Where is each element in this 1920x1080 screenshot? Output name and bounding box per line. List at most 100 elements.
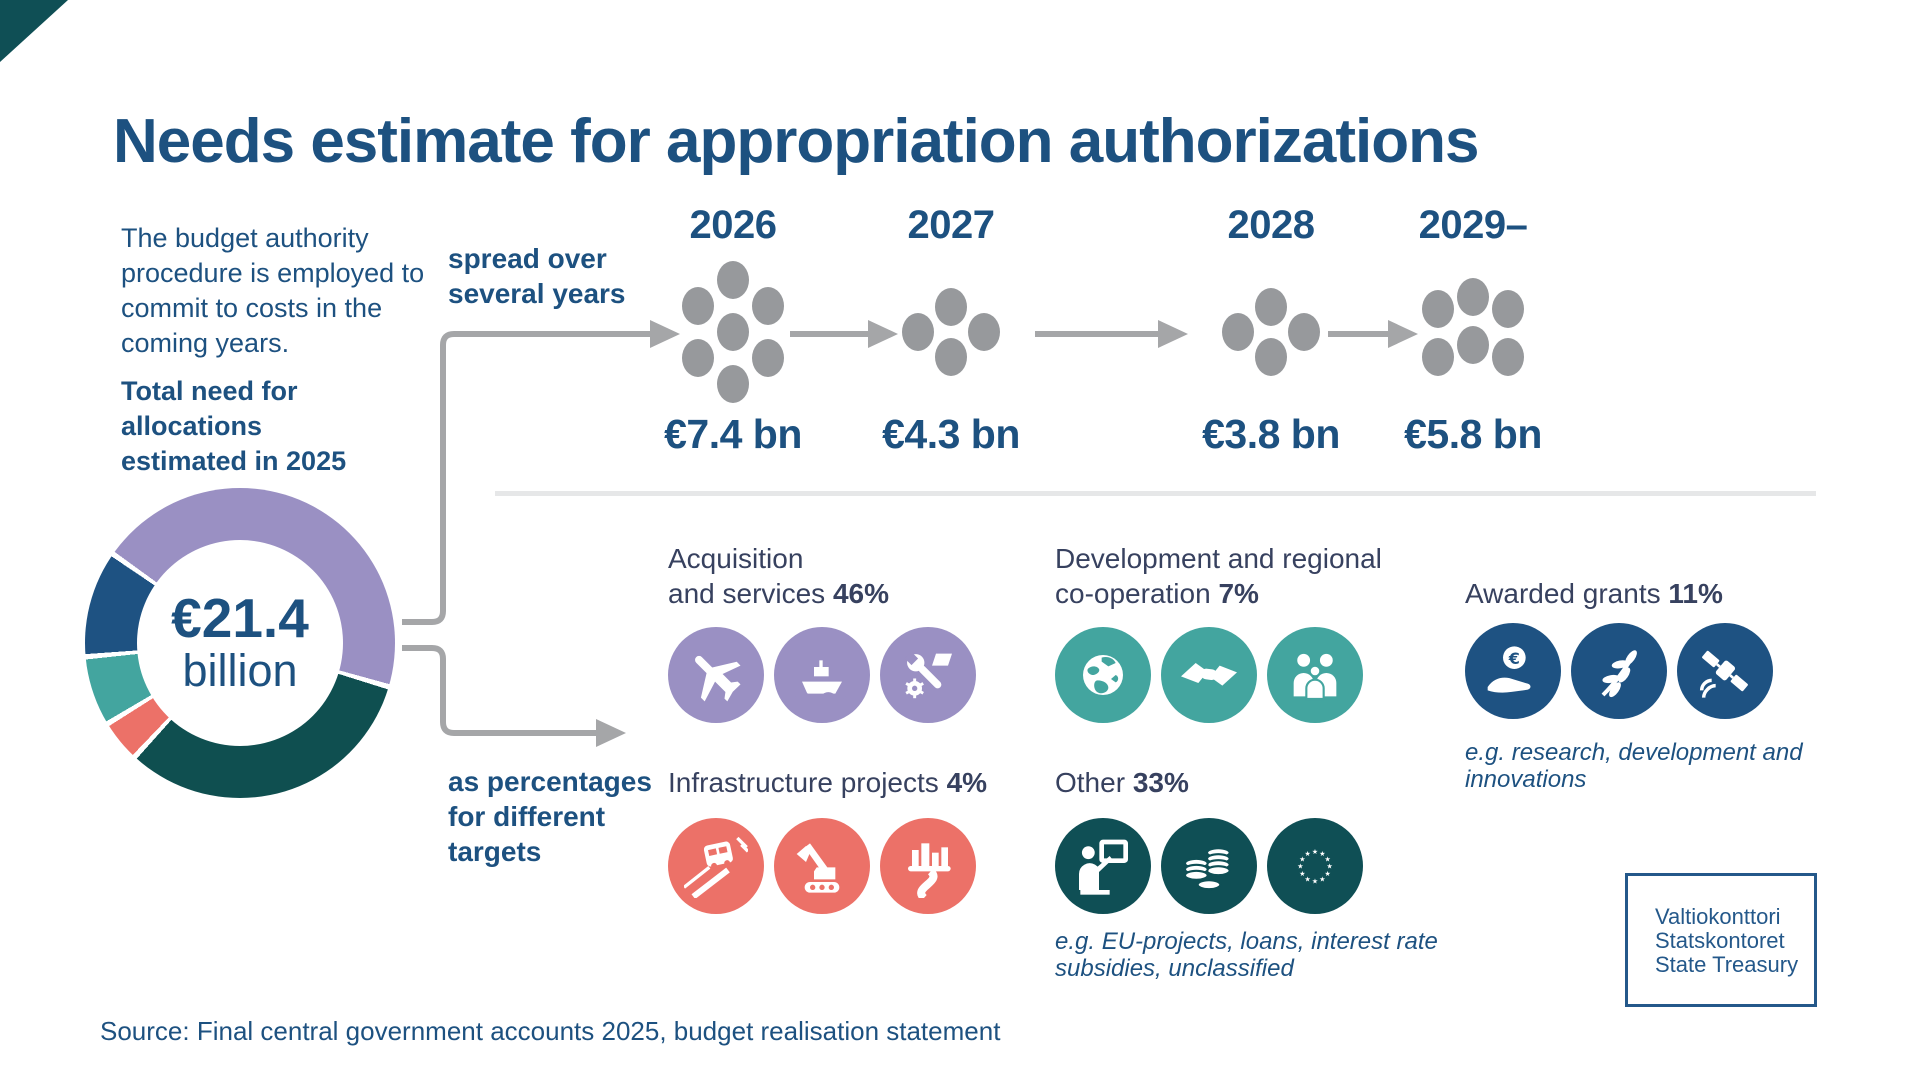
dot <box>682 339 714 377</box>
transit-road-icon <box>668 818 764 914</box>
category-development: Development and regional co-operation 7% <box>1055 541 1382 723</box>
category-icons: ★ ★ ★ ★ ★ ★ ★ ★ ★ ★ ★ ★ <box>1055 818 1495 914</box>
dot <box>717 313 749 351</box>
dot <box>1422 290 1454 328</box>
year-label: 2029– <box>1418 203 1528 247</box>
svg-text:★: ★ <box>1312 848 1318 856</box>
arrowhead-icon <box>1388 320 1418 348</box>
flow-label-percentages: as percentages for different targets <box>448 764 652 869</box>
amount-label: €4.3 bn <box>882 411 1020 457</box>
arrowhead-icon <box>868 320 898 348</box>
logo-line: State Treasury <box>1655 952 1799 977</box>
svg-text:★: ★ <box>1297 863 1303 871</box>
donut-chart: €21.4 billion <box>85 488 395 798</box>
category-title: Acquisition and services 46% <box>668 543 890 609</box>
donut-center-value: €21.4 <box>171 587 309 649</box>
svg-text:★: ★ <box>1312 877 1318 885</box>
intro-paragraph: The budget authority procedure is employ… <box>121 223 425 358</box>
corner-accent-triangle <box>0 0 68 62</box>
flow-label-line: for different <box>448 801 606 832</box>
dot <box>752 287 784 325</box>
flow-label-line: as percentages <box>448 766 652 797</box>
year-label: 2028 <box>1227 203 1315 247</box>
category-infrastructure: Infrastructure projects 4% <box>668 765 987 914</box>
dot <box>1457 278 1489 316</box>
globe-icon <box>1055 627 1151 723</box>
dot <box>682 287 714 325</box>
elbow-arrow-up <box>402 331 650 625</box>
svg-text:★: ★ <box>1325 855 1331 863</box>
year-label: 2027 <box>907 203 995 247</box>
arrowhead-icon <box>596 719 626 747</box>
category-grants: Awarded grants 11% € <box>1465 576 1810 793</box>
page-title: Needs estimate for appropriation authori… <box>113 106 1479 176</box>
intro-emphasis: Total need for allocations estimated in … <box>121 376 347 476</box>
flow-label-line: targets <box>448 836 542 867</box>
amount-label: €5.8 bn <box>1404 411 1542 457</box>
dot <box>1492 290 1524 328</box>
category-title: Awarded grants 11% <box>1465 578 1723 609</box>
category-icons: € <box>1465 623 1810 719</box>
svg-text:★: ★ <box>1327 863 1333 871</box>
dot <box>1288 313 1320 351</box>
category-title: Infrastructure projects 4% <box>668 767 988 798</box>
section-divider <box>495 491 1816 496</box>
dot <box>935 288 967 326</box>
dot <box>1422 338 1454 376</box>
satellite-icon <box>1677 623 1773 719</box>
dot <box>717 365 749 403</box>
amount-label: €7.4 bn <box>664 411 802 457</box>
category-title: Other 33% <box>1055 767 1189 798</box>
flow-label-line: spread over <box>448 243 607 274</box>
dot <box>1492 338 1524 376</box>
dot <box>1222 313 1254 351</box>
category-other: Other 33% <box>1055 765 1495 982</box>
amount-label: €3.8 bn <box>1202 411 1340 457</box>
elbow-arrow-down <box>402 645 596 736</box>
maintenance-tools-icon <box>880 627 976 723</box>
category-icons <box>668 818 987 914</box>
dot <box>968 313 1000 351</box>
excavator-icon <box>774 818 870 914</box>
svg-text:★: ★ <box>1299 870 1305 878</box>
dot <box>752 339 784 377</box>
donut-center: €21.4 billion <box>137 540 343 746</box>
dot <box>1457 326 1489 364</box>
category-note: e.g. EU-projects, loans, interest rate s… <box>1055 928 1438 982</box>
dot <box>1255 338 1287 376</box>
arrowhead-icon <box>650 320 680 348</box>
jet-icon <box>668 627 764 723</box>
hand-euro-icon: € <box>1465 623 1561 719</box>
svg-text:★: ★ <box>1299 855 1305 863</box>
training-icon <box>1055 818 1151 914</box>
plant-icon <box>1571 623 1667 719</box>
eu-stars-icon: ★ ★ ★ ★ ★ ★ ★ ★ ★ ★ ★ ★ <box>1267 818 1363 914</box>
coins-icon <box>1161 818 1257 914</box>
handshake-icon <box>1161 627 1257 723</box>
svg-text:★: ★ <box>1319 875 1325 883</box>
flow-label-spread: spread over several years <box>448 241 626 311</box>
year-label: 2026 <box>689 203 777 247</box>
dot <box>935 338 967 376</box>
svg-text:★: ★ <box>1305 875 1311 883</box>
dot <box>902 313 934 351</box>
dot <box>1255 288 1287 326</box>
category-acquisition: Acquisition and services 46% <box>668 541 976 723</box>
svg-text:€: € <box>1508 649 1520 668</box>
svg-text:★: ★ <box>1319 850 1325 858</box>
logo-line: Valtiokonttori <box>1655 904 1781 929</box>
arrowhead-icon <box>1158 320 1188 348</box>
flow-label-line: several years <box>448 278 626 309</box>
family-icon <box>1267 627 1363 723</box>
source-note: Source: Final central government account… <box>100 1016 1001 1046</box>
state-treasury-logo: Valtiokonttori Statskontoret State Treas… <box>1625 873 1817 1007</box>
svg-text:★: ★ <box>1325 870 1331 878</box>
logo-line: Statskontoret <box>1655 928 1785 953</box>
category-note: e.g. research, development and innovatio… <box>1465 739 1803 793</box>
category-title: Development and regional co-operation 7% <box>1055 543 1382 609</box>
category-icons <box>668 627 976 723</box>
category-icons <box>1055 627 1382 723</box>
svg-text:★: ★ <box>1305 850 1311 858</box>
ship-icon <box>774 627 870 723</box>
